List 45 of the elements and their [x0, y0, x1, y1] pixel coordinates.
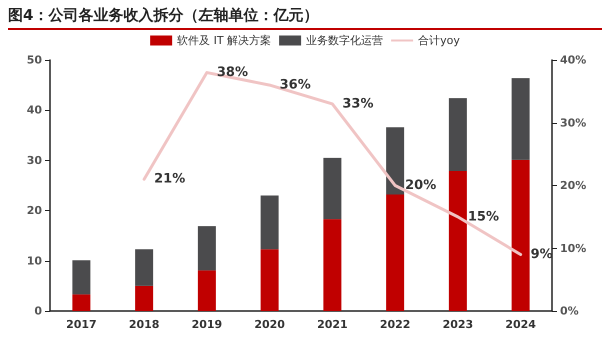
y2-tick-label: 40% [560, 54, 586, 66]
bar [198, 270, 216, 311]
x-tick-label: 2020 [254, 318, 286, 331]
x-tick-label: 2018 [128, 318, 160, 331]
x-tick-label: 2023 [442, 318, 474, 331]
bar [72, 294, 90, 311]
data-label: 20% [405, 178, 436, 193]
data-label: 21% [154, 172, 186, 187]
y-tick-label: 10 [26, 254, 42, 268]
y-tick-label: 0 [34, 304, 42, 318]
bar [386, 194, 404, 311]
bar [448, 98, 467, 171]
y-tick-label: 50 [26, 54, 42, 66]
x-tick-label: 2024 [505, 318, 536, 331]
bar [512, 160, 530, 311]
x-tick-label: 2017 [66, 318, 97, 331]
data-label: 15% [468, 209, 499, 224]
bar [135, 249, 154, 286]
legend-label: 软件及 IT 解决方案 [177, 34, 272, 47]
bar [260, 249, 279, 311]
y2-tick-label: 10% [560, 242, 586, 255]
bar [386, 127, 404, 195]
y-tick-label: 30 [26, 154, 42, 167]
bar [323, 219, 342, 311]
chart-title: 图4：公司各业务收入拆分（左轴单位：亿元） [8, 6, 602, 30]
bar [448, 170, 467, 311]
bar [198, 226, 216, 270]
bar [135, 286, 154, 311]
legend-label: 业务数字化运营 [306, 34, 384, 47]
data-label: 36% [280, 78, 311, 93]
x-tick-label: 2022 [380, 318, 410, 331]
y-tick-label: 20 [26, 204, 42, 218]
y2-tick-label: 20% [560, 179, 586, 192]
bar [72, 260, 90, 294]
y2-tick-label: 0% [560, 304, 579, 318]
legend-label: 合计yoy [418, 34, 460, 47]
x-tick-label: 2019 [192, 318, 222, 331]
y2-tick-label: 30% [560, 116, 586, 130]
y-tick-label: 40 [26, 104, 42, 117]
data-label: 33% [342, 96, 374, 112]
bar [512, 78, 530, 160]
data-label: 38% [216, 65, 248, 80]
bar [323, 158, 342, 220]
x-tick-label: 2021 [317, 318, 348, 331]
bar [260, 196, 279, 250]
